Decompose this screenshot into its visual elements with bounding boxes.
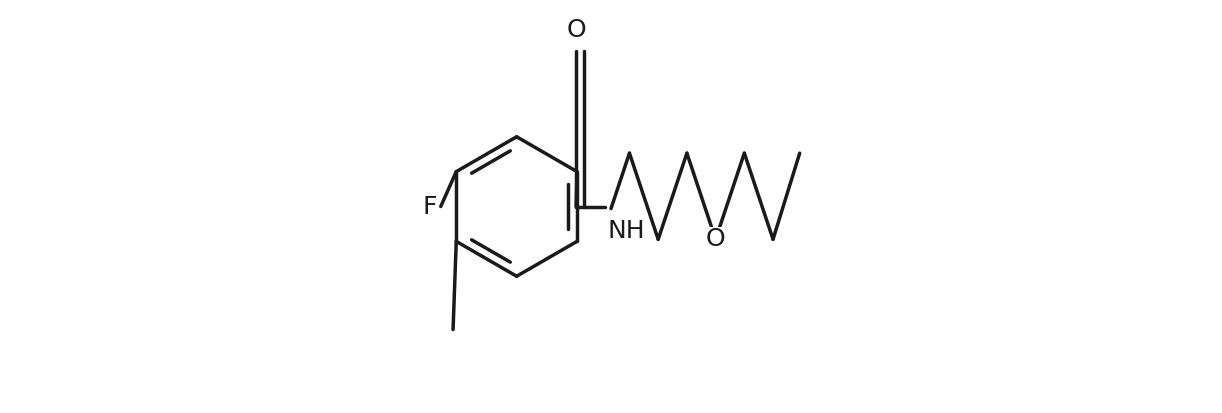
Text: O: O	[706, 227, 726, 252]
Text: O: O	[566, 19, 585, 43]
Text: NH: NH	[607, 219, 645, 243]
Text: F: F	[423, 195, 437, 218]
